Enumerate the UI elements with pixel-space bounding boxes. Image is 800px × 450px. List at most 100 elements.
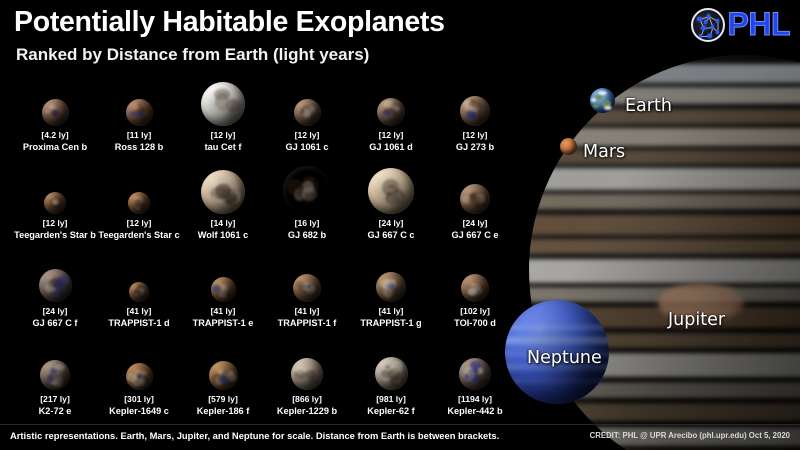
planet-surface-feature [126,373,138,382]
planet-distance-label: [12 ly] [462,130,488,140]
planet-cell[interactable]: [12 ly] Teegarden's Star b [13,162,97,250]
planet-cell[interactable]: [981 ly] Kepler-62 f [349,338,433,426]
earth-landmass [602,100,611,108]
planet-cell[interactable]: [12 ly] tau Cet f [181,74,265,162]
planet-surface-feature [136,207,141,211]
planet-surface-feature [474,200,485,210]
planet-surface-feature [209,179,218,187]
planet-cell[interactable]: [41 ly] TRAPPIST-1 f [265,250,349,338]
neptune-sphere-icon [505,300,609,404]
planet-surface-feature [48,375,60,385]
planet-surface-feature [307,105,316,113]
planet-surface-feature [56,275,70,286]
planet-surface-feature [47,279,61,287]
planet-cell[interactable]: [217 ly] K2-72 e [13,338,97,426]
planet-cell[interactable]: [102 ly] TOI-700 d [433,250,517,338]
planet-orb-wrap [265,338,349,390]
planet-distance-label: [4.2 ly] [41,130,69,140]
planet-surface-feature [468,287,475,295]
planet-surface-feature [382,110,392,117]
planet-sphere-icon [201,82,245,126]
planet-surface-feature [53,291,59,297]
planet-cell[interactable]: [24 ly] GJ 667 C f [13,250,97,338]
planet-surface-feature [388,367,401,380]
planet-cell[interactable]: [12 ly] GJ 1061 d [349,74,433,162]
planet-cell[interactable]: [1194 ly] Kepler-442 b [433,338,517,426]
planet-surface-feature [215,183,230,199]
earth-cloud [604,106,612,110]
planet-distance-label: [866 ly] [292,394,322,404]
phl-logo[interactable]: PHL [690,8,791,42]
planet-surface-feature [133,199,137,203]
planet-cell[interactable]: [24 ly] GJ 667 C c [349,162,433,250]
planet-surface-feature [387,283,394,289]
planet-cell[interactable]: [41 ly] TRAPPIST-1 d [97,250,181,338]
planet-surface-feature [296,368,309,376]
planet-surface-feature [388,184,396,190]
planet-distance-label: [24 ly] [378,218,404,228]
planet-cell[interactable]: [866 ly] Kepler-1229 b [265,338,349,426]
planet-surface-feature [469,361,482,369]
planet-surface-feature [47,372,59,381]
planet-orb-wrap [433,162,517,214]
planet-surface-feature [220,376,226,381]
planet-sphere-icon [368,168,414,214]
planet-sphere-icon [293,274,321,302]
planet-cell[interactable]: [4.2 ly] Proxima Cen b [13,74,97,162]
logo-network-node [701,25,706,31]
planet-surface-feature [396,287,402,292]
planet-cell[interactable]: [24 ly] GJ 667 C e [433,162,517,250]
scale-label-earth: Earth [625,96,672,116]
planet-sphere-icon [377,98,405,126]
planet-surface-feature [470,283,480,293]
planet-name-label: TOI-700 d [454,318,496,328]
planet-surface-feature [384,100,394,109]
planet-surface-feature [214,103,232,115]
mars-sphere-icon [560,138,577,155]
planet-row: [24 ly] GJ 667 C f [41 ly] TRAPPIST-1 d [41 … [0,250,520,338]
planet-sphere-icon [293,99,321,126]
planet-sphere-icon [459,358,491,390]
planet-surface-feature [468,288,477,296]
planet-surface-feature [305,290,315,298]
planet-cell[interactable]: [41 ly] TRAPPIST-1 g [349,250,433,338]
planet-surface-feature [227,189,242,204]
planet-surface-feature [301,187,317,202]
planet-surface-feature [475,367,483,375]
planet-sphere-icon [283,166,331,214]
planet-surface-feature [52,370,59,376]
planet-surface-feature [139,284,145,290]
planet-cell[interactable]: [12 ly] GJ 1061 c [265,74,349,162]
planet-name-label: K2-72 e [38,406,72,416]
planet-cell[interactable]: [16 ly] GJ 682 b [265,162,349,250]
planet-cell[interactable]: [301 ly] Kepler-1649 c [97,338,181,426]
planet-sphere-icon [460,184,490,214]
planet-orb-wrap [97,74,181,126]
planet-surface-feature [389,107,396,112]
planet-distance-label: [301 ly] [124,394,154,404]
logo-network-node [707,33,712,39]
planet-surface-feature [134,196,143,205]
planet-name-label: Kepler-186 f [196,406,250,416]
planet-cell[interactable]: [14 ly] Wolf 1061 c [181,162,265,250]
planet-surface-feature [222,188,237,204]
planet-surface-feature [305,284,316,295]
planet-surface-feature [139,379,146,387]
planet-sphere-icon [41,99,69,126]
planet-surface-feature [301,282,312,291]
planet-cell[interactable]: [12 ly] Teegarden's Star c [97,162,181,250]
planet-cell[interactable]: [12 ly] GJ 273 b [433,74,517,162]
planet-cell[interactable]: [11 ly] Ross 128 b [97,74,181,162]
planet-orb-wrap [13,162,97,214]
planet-cell[interactable]: [41 ly] TRAPPIST-1 e [181,250,265,338]
planet-surface-feature [389,377,400,387]
planet-surface-feature [139,106,146,112]
planet-surface-feature [300,190,313,204]
planet-orb-wrap [13,74,97,126]
planet-cell[interactable]: [579 ly] Kepler-186 f [181,338,265,426]
planet-surface-feature [129,110,138,117]
planet-surface-feature [384,192,401,205]
planet-surface-feature [138,288,145,295]
planet-surface-feature [302,108,311,117]
planet-surface-feature [466,111,476,119]
